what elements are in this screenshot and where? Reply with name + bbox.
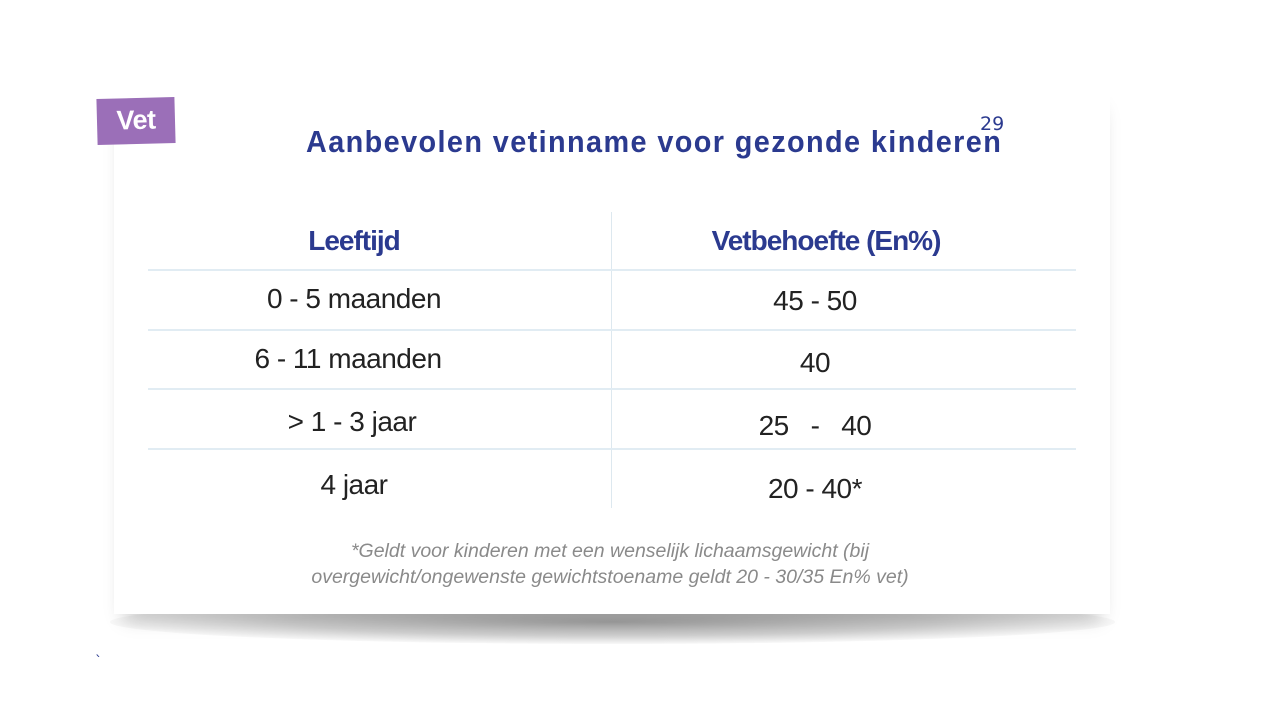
table-cell-fat: 20 - 40* — [767, 473, 863, 504]
fat-intake-table: Leeftijd Vetbehoefte (En%) 0 - 5 maanden… — [148, 212, 1076, 508]
stray-mark: ` — [95, 654, 102, 670]
table-cell-fat: 25 - 40 — [758, 410, 872, 441]
row-divider — [148, 329, 1076, 331]
topic-tag: Vet — [96, 96, 176, 146]
footnote-line: overgewicht/ongewenste gewichtstoename g… — [311, 566, 909, 588]
row-divider — [148, 448, 1076, 450]
footnote-reference: 29 — [980, 113, 1005, 135]
page-title: Aanbevolen vetinname voor gezonde kinder… — [306, 124, 1003, 159]
table-cell-fat: 40 — [799, 347, 831, 378]
table-cell-fat: 45 - 50 — [773, 285, 857, 316]
row-divider — [148, 388, 1076, 390]
row-divider — [148, 269, 1076, 271]
header-age: Leeftijd — [308, 225, 401, 256]
table-cell-age: 6 - 11 maanden — [254, 343, 442, 374]
footnote-line: *Geldt voor kinderen met een wenselijk l… — [350, 540, 870, 562]
header-fat-requirement: Vetbehoefte (En%) — [711, 225, 942, 256]
table-cell-age: 0 - 5 maanden — [266, 283, 442, 314]
column-divider — [611, 212, 612, 508]
footnote: *Geldt voor kinderen met een wenselijk l… — [200, 538, 1020, 590]
content-card — [114, 86, 1110, 614]
table-cell-age: > 1 - 3 jaar — [287, 406, 417, 437]
table-cell-age: 4 jaar — [320, 469, 388, 500]
